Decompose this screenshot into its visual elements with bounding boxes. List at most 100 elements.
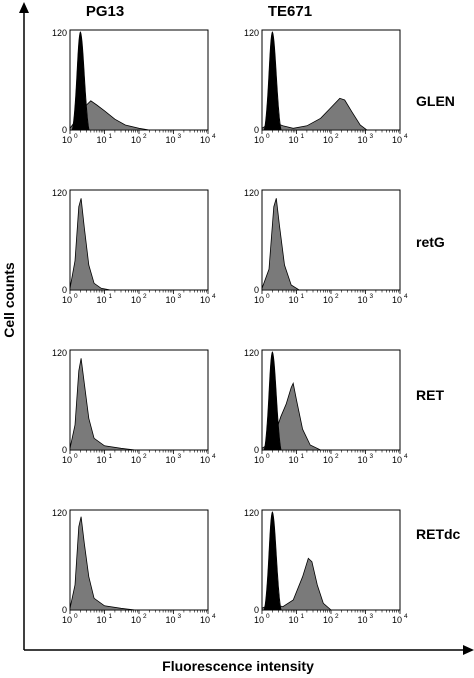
row-label-glen: GLEN: [416, 93, 455, 109]
x-tick-exponent: 2: [335, 293, 339, 300]
x-tick-label: 10: [392, 135, 402, 145]
x-tick-exponent: 4: [404, 133, 408, 140]
x-tick-exponent: 0: [266, 133, 270, 140]
x-tick-exponent: 1: [109, 293, 113, 300]
row-labels: GLEN retG RET RETdc: [416, 93, 461, 542]
y-tick-label: 120: [52, 188, 67, 198]
column-titles: PG13 TE671: [86, 3, 312, 20]
x-tick-exponent: 0: [266, 293, 270, 300]
sample-histogram: [69, 516, 136, 611]
x-tick-label: 10: [357, 455, 367, 465]
column-title-pg13: PG13: [86, 3, 124, 20]
x-tick-exponent: 3: [178, 453, 182, 460]
x-tick-exponent: 2: [143, 613, 147, 620]
x-tick-exponent: 2: [335, 453, 339, 460]
x-tick-label: 10: [288, 295, 298, 305]
y-tick-label: 120: [52, 28, 67, 38]
x-tick-label: 10: [62, 455, 72, 465]
panel-frame: [69, 189, 209, 291]
x-tick-exponent: 1: [109, 133, 113, 140]
x-tick-label: 10: [165, 455, 175, 465]
x-tick-label: 10: [131, 615, 141, 625]
y-tick-label: 0: [254, 285, 259, 295]
x-tick-label: 10: [96, 455, 106, 465]
row-label-retdc: RETdc: [416, 526, 461, 542]
x-tick-exponent: 3: [370, 613, 374, 620]
sample-histogram: [69, 198, 111, 291]
y-tick-label: 0: [62, 285, 67, 295]
x-tick-label: 10: [357, 135, 367, 145]
control-histogram: [71, 31, 90, 131]
panel-frame: [261, 509, 401, 611]
y-axis-arrow-icon: [19, 2, 29, 13]
y-tick-label: 120: [244, 508, 259, 518]
y-tick-label: 120: [244, 348, 259, 358]
x-tick-label: 10: [254, 295, 264, 305]
x-tick-label: 10: [200, 455, 210, 465]
sample-histogram: [261, 198, 301, 291]
x-tick-label: 10: [62, 295, 72, 305]
x-tick-exponent: 3: [370, 133, 374, 140]
x-tick-label: 10: [62, 615, 72, 625]
x-tick-label: 10: [254, 135, 264, 145]
x-tick-exponent: 1: [109, 453, 113, 460]
x-tick-label: 10: [131, 135, 141, 145]
x-tick-label: 10: [392, 455, 402, 465]
x-tick-exponent: 0: [74, 453, 78, 460]
x-tick-exponent: 4: [212, 293, 216, 300]
x-tick-label: 10: [288, 615, 298, 625]
y-tick-label: 120: [244, 188, 259, 198]
y-tick-label: 120: [52, 508, 67, 518]
x-tick-label: 10: [357, 615, 367, 625]
x-axis-label: Fluorescence intensity: [162, 658, 314, 674]
x-tick-label: 10: [165, 615, 175, 625]
x-tick-label: 10: [62, 135, 72, 145]
x-tick-label: 10: [96, 615, 106, 625]
x-tick-label: 10: [96, 295, 106, 305]
control-histogram: [263, 351, 282, 451]
x-tick-exponent: 0: [74, 133, 78, 140]
y-tick-label: 0: [254, 125, 259, 135]
row-label-ret: RET: [416, 387, 444, 403]
x-tick-exponent: 3: [178, 293, 182, 300]
x-tick-label: 10: [323, 615, 333, 625]
x-tick-exponent: 2: [143, 133, 147, 140]
x-tick-exponent: 2: [335, 613, 339, 620]
x-tick-exponent: 2: [143, 453, 147, 460]
x-tick-exponent: 1: [109, 613, 113, 620]
y-tick-label: 0: [62, 125, 67, 135]
x-tick-exponent: 4: [212, 453, 216, 460]
x-tick-label: 10: [254, 455, 264, 465]
x-tick-exponent: 4: [212, 133, 216, 140]
panel-frame: [69, 509, 209, 611]
x-tick-label: 10: [392, 295, 402, 305]
x-tick-label: 10: [323, 295, 333, 305]
sample-histogram: [69, 358, 136, 451]
x-tick-label: 10: [131, 455, 141, 465]
row-label-retg: retG: [416, 234, 445, 250]
x-tick-label: 10: [96, 135, 106, 145]
x-tick-exponent: 3: [370, 293, 374, 300]
x-axis-arrow-icon: [463, 645, 474, 655]
x-tick-label: 10: [165, 295, 175, 305]
x-tick-exponent: 1: [301, 453, 305, 460]
x-tick-exponent: 1: [301, 133, 305, 140]
x-tick-label: 10: [323, 135, 333, 145]
x-tick-exponent: 4: [404, 293, 408, 300]
x-tick-label: 10: [200, 295, 210, 305]
x-tick-exponent: 0: [74, 293, 78, 300]
x-tick-exponent: 3: [370, 453, 374, 460]
control-histogram: [263, 31, 282, 131]
y-tick-label: 0: [62, 605, 67, 615]
x-tick-label: 10: [288, 455, 298, 465]
